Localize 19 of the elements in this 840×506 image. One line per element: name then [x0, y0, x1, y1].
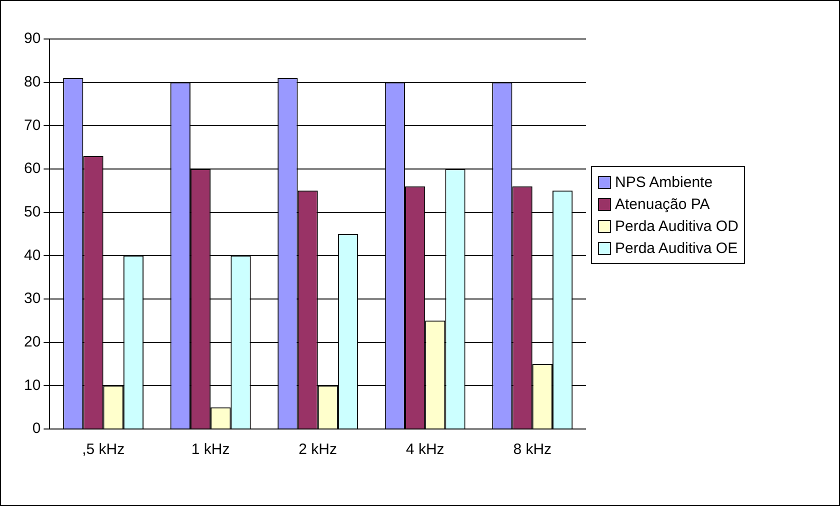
y-tick-label: 70 — [24, 116, 41, 134]
y-tick-label: 10 — [24, 376, 41, 394]
x-tick-label: 8 kHz — [513, 441, 552, 458]
legend-label: NPS Ambiente — [615, 174, 713, 190]
y-tick-label: 90 — [24, 30, 41, 48]
legend-label: Perda Auditiva OD — [615, 218, 738, 234]
x-tick-label: ,5 kHz — [82, 441, 125, 458]
y-tick-label: 30 — [24, 290, 41, 308]
x-tick-label: 2 kHz — [298, 441, 338, 458]
y-tick-label: 50 — [24, 203, 41, 220]
x-tick-label: 4 kHz — [406, 441, 444, 458]
y-tick-label: 0 — [32, 420, 41, 438]
y-tick-label: 80 — [24, 73, 41, 90]
y-tick-label: 60 — [24, 160, 41, 178]
y-tick-label: 20 — [24, 333, 41, 350]
legend-label: Perda Auditiva OE — [615, 240, 738, 256]
legend-label: Atenuação PA — [615, 196, 710, 212]
x-tick-label: 1 kHz — [191, 441, 230, 458]
y-tick-label: 40 — [24, 246, 41, 264]
